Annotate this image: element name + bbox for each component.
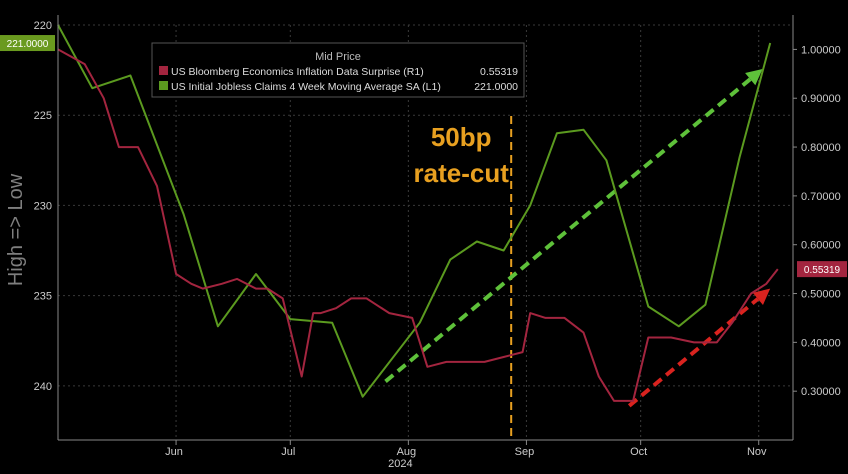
left-tick-label: 220 [34, 20, 52, 32]
right-tick-label: 0.30000 [801, 386, 841, 398]
x-tick-label: Nov [747, 446, 767, 458]
rate-cut-label: rate-cut [414, 158, 510, 188]
legend-value-inflation: 0.55319 [480, 66, 518, 78]
trend-arrow-line [627, 297, 760, 408]
axis-layer: 220 225 230 235 240 High => Low 1.00000 0.90000… [0, 15, 847, 470]
legend-box [151, 42, 525, 98]
legend-label-jobless: US Initial Jobless Claims 4 Week Moving … [171, 81, 441, 93]
x-tick-label: Jun [165, 446, 183, 458]
left-value-badge [0, 35, 55, 52]
x-tick-label: Sep [515, 446, 535, 458]
right-tick-label: 0.40000 [801, 337, 841, 349]
jobless-claims-line [57, 24, 772, 398]
x-tick-label: Oct [630, 446, 647, 458]
trend-arrow-head [745, 68, 763, 86]
legend-swatch-jobless [159, 81, 168, 90]
right-tick-label: 0.90000 [801, 93, 841, 105]
x-tick-label: Jul [281, 446, 295, 458]
legend-title: Mid Price [315, 51, 361, 63]
series-layer [57, 24, 779, 402]
right-tick-label: 0.60000 [801, 240, 841, 252]
legend-label-inflation: US Bloomberg Economics Inflation Data Su… [171, 66, 424, 78]
right-tick-label: 1.00000 [801, 44, 841, 56]
legend-swatch-inflation [159, 66, 168, 75]
x-tick-label: Aug [397, 446, 417, 458]
right-value-badge-text: 0.55319 [804, 265, 841, 276]
left-axis-label: High => Low [5, 173, 27, 286]
annotation-layer: 50bp rate-cut [384, 68, 771, 440]
right-value-badge [797, 261, 847, 278]
left-tick-label: 225 [34, 110, 52, 122]
trend-arrow-head [752, 288, 771, 306]
rate-cut-label: 50bp [431, 122, 492, 152]
right-tick-label: 0.80000 [801, 142, 841, 154]
left-tick-label: 235 [34, 291, 52, 303]
left-tick-label: 240 [34, 381, 52, 393]
left-tick-label: 230 [34, 200, 52, 212]
x-year-label: 2024 [388, 458, 412, 469]
right-tick-label: 0.70000 [801, 191, 841, 203]
legend: Mid Price US Bloomberg Economics Inflati… [151, 42, 525, 98]
left-value-badge-text: 221.0000 [7, 39, 49, 50]
legend-value-jobless: 221.0000 [474, 81, 518, 93]
inflation-surprise-line [57, 48, 779, 402]
right-tick-label: 0.50000 [801, 289, 841, 301]
